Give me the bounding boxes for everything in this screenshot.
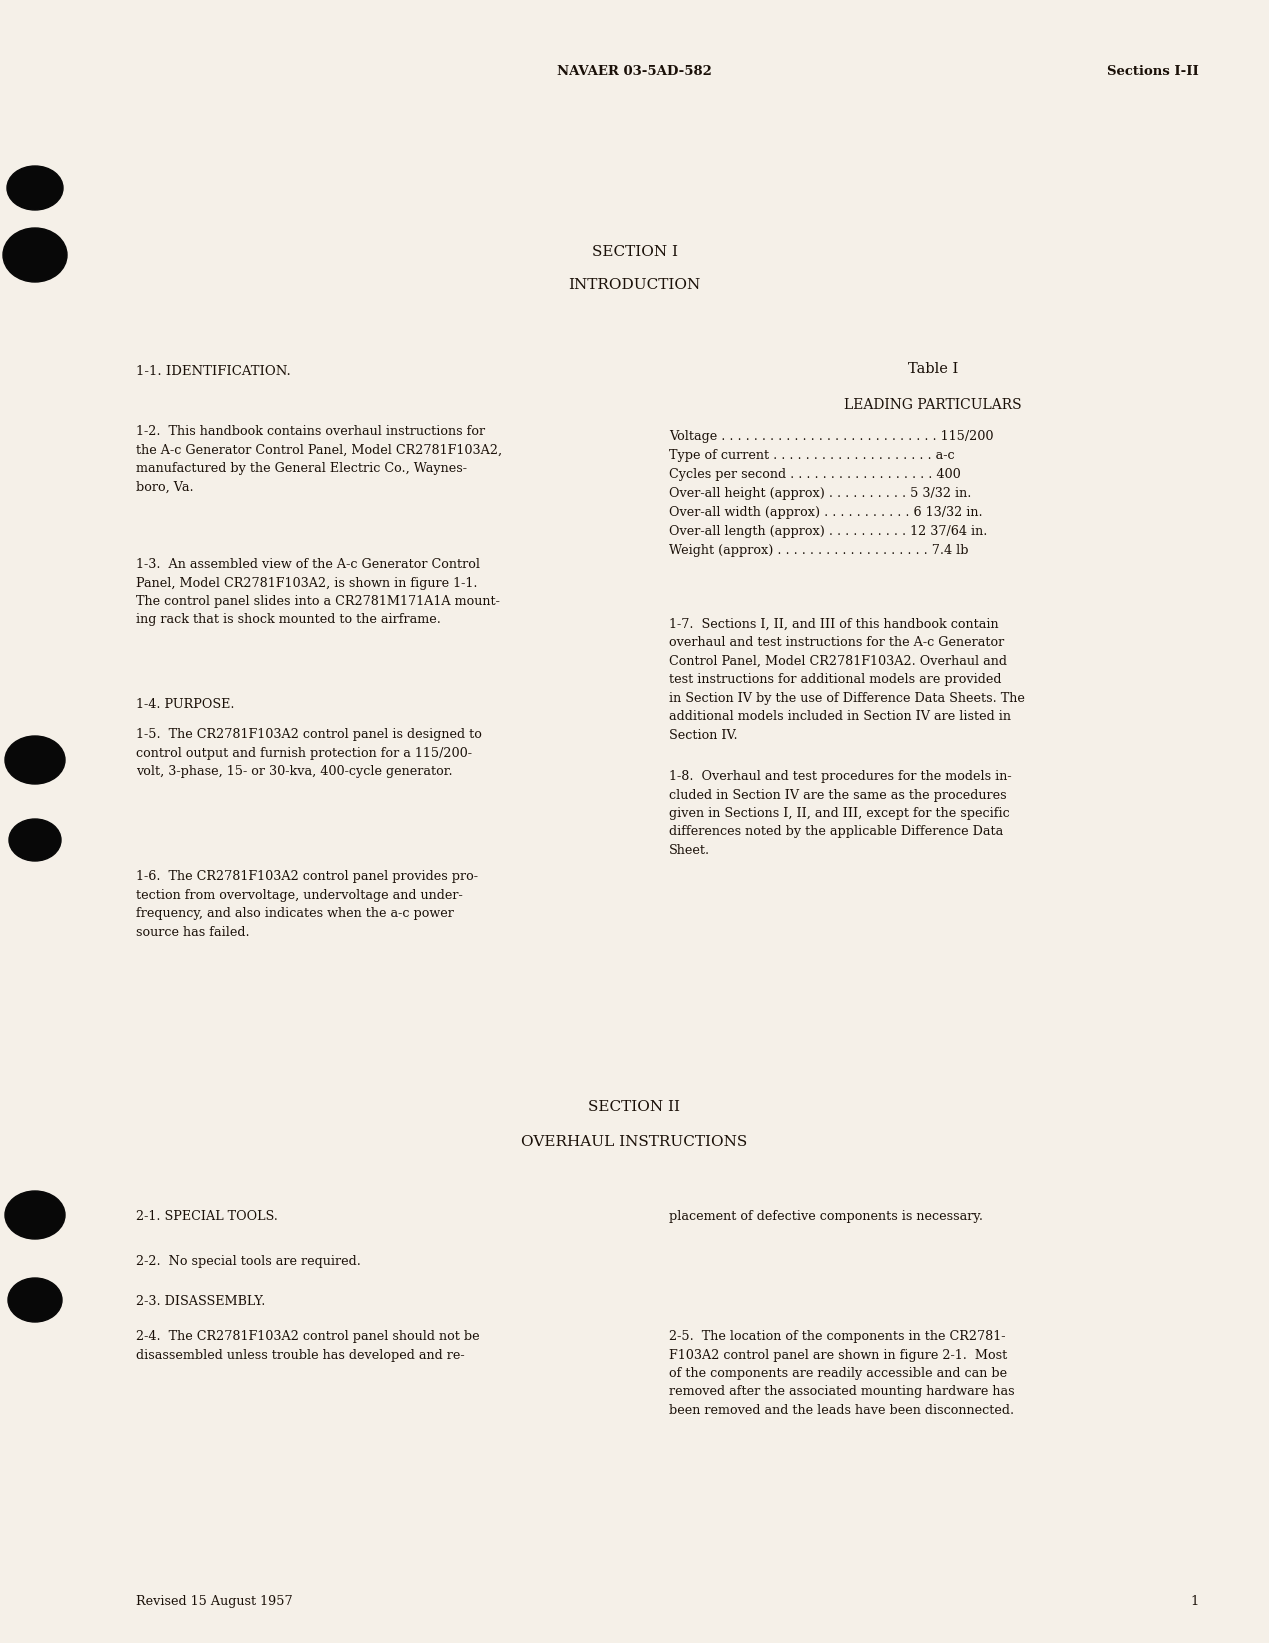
Text: 1: 1	[1190, 1595, 1199, 1608]
Ellipse shape	[9, 818, 61, 861]
Text: 1-8.  Overhaul and test procedures for the models in-
cluded in Section IV are t: 1-8. Overhaul and test procedures for th…	[669, 771, 1011, 858]
Text: 2-4.  The CR2781F103A2 control panel should not be
disassembled unless trouble h: 2-4. The CR2781F103A2 control panel shou…	[136, 1329, 480, 1362]
Text: SECTION I: SECTION I	[591, 245, 678, 260]
Ellipse shape	[8, 1278, 62, 1323]
Ellipse shape	[5, 1191, 65, 1239]
Text: Type of current . . . . . . . . . . . . . . . . . . . . a-c: Type of current . . . . . . . . . . . . …	[669, 449, 954, 462]
Text: 2-1. SPECIAL TOOLS.: 2-1. SPECIAL TOOLS.	[136, 1209, 278, 1222]
Ellipse shape	[5, 736, 65, 784]
Text: placement of defective components is necessary.: placement of defective components is nec…	[669, 1209, 982, 1222]
Text: NAVAER 03-5AD-582: NAVAER 03-5AD-582	[557, 66, 712, 77]
Text: Over-all length (approx) . . . . . . . . . . 12 37/64 in.: Over-all length (approx) . . . . . . . .…	[669, 526, 987, 537]
Text: 1-1. IDENTIFICATION.: 1-1. IDENTIFICATION.	[136, 365, 291, 378]
Text: 1-6.  The CR2781F103A2 control panel provides pro-
tection from overvoltage, und: 1-6. The CR2781F103A2 control panel prov…	[136, 871, 478, 938]
Text: Table I: Table I	[907, 361, 958, 376]
Text: Revised 15 August 1957: Revised 15 August 1957	[136, 1595, 292, 1608]
Text: Over-all height (approx) . . . . . . . . . . 5 3/32 in.: Over-all height (approx) . . . . . . . .…	[669, 486, 971, 499]
Text: 2-2.  No special tools are required.: 2-2. No special tools are required.	[136, 1255, 360, 1268]
Text: 1-7.  Sections I, II, and III of this handbook contain
overhaul and test instruc: 1-7. Sections I, II, and III of this han…	[669, 618, 1024, 743]
Text: LEADING PARTICULARS: LEADING PARTICULARS	[844, 398, 1022, 412]
Text: Weight (approx) . . . . . . . . . . . . . . . . . . . 7.4 lb: Weight (approx) . . . . . . . . . . . . …	[669, 544, 968, 557]
Text: 2-5.  The location of the components in the CR2781-
F103A2 control panel are sho: 2-5. The location of the components in t…	[669, 1329, 1014, 1416]
Text: Over-all width (approx) . . . . . . . . . . . 6 13/32 in.: Over-all width (approx) . . . . . . . . …	[669, 506, 982, 519]
Ellipse shape	[3, 228, 67, 283]
Text: SECTION II: SECTION II	[589, 1101, 680, 1114]
Text: Voltage . . . . . . . . . . . . . . . . . . . . . . . . . . . 115/200: Voltage . . . . . . . . . . . . . . . . …	[669, 430, 994, 444]
Text: 2-3. DISASSEMBLY.: 2-3. DISASSEMBLY.	[136, 1295, 265, 1308]
Text: 1-2.  This handbook contains overhaul instructions for
the A-c Generator Control: 1-2. This handbook contains overhaul ins…	[136, 426, 503, 493]
Text: OVERHAUL INSTRUCTIONS: OVERHAUL INSTRUCTIONS	[522, 1135, 747, 1148]
Text: Sections I-II: Sections I-II	[1108, 66, 1199, 77]
Text: 1-3.  An assembled view of the A-c Generator Control
Panel, Model CR2781F103A2, : 1-3. An assembled view of the A-c Genera…	[136, 559, 500, 626]
Text: 1-5.  The CR2781F103A2 control panel is designed to
control output and furnish p: 1-5. The CR2781F103A2 control panel is d…	[136, 728, 482, 779]
Ellipse shape	[8, 166, 63, 210]
Text: 1-4. PURPOSE.: 1-4. PURPOSE.	[136, 698, 235, 711]
Text: Cycles per second . . . . . . . . . . . . . . . . . . 400: Cycles per second . . . . . . . . . . . …	[669, 468, 961, 481]
Text: INTRODUCTION: INTRODUCTION	[569, 278, 700, 292]
